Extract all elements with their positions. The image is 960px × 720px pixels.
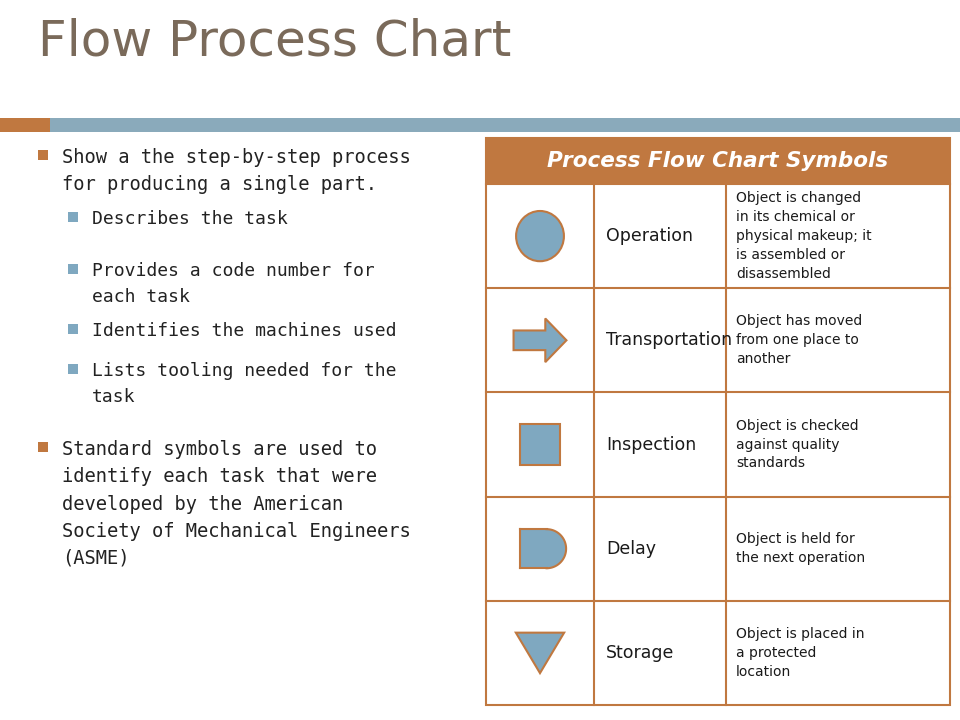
Bar <box>38 442 48 452</box>
Text: Process Flow Chart Symbols: Process Flow Chart Symbols <box>547 151 889 171</box>
Text: Transportation: Transportation <box>606 331 732 349</box>
Bar <box>38 150 48 160</box>
Ellipse shape <box>516 211 564 261</box>
Bar <box>519 424 561 464</box>
Bar <box>68 212 78 222</box>
Text: Object is held for
the next operation: Object is held for the next operation <box>736 532 865 565</box>
Text: Describes the task: Describes the task <box>92 210 288 228</box>
Text: Object is changed
in its chemical or
physical makeup; it
is assembled or
disasse: Object is changed in its chemical or phy… <box>736 192 872 281</box>
Bar <box>0 118 50 132</box>
Bar <box>486 184 950 705</box>
Text: Flow Process Chart: Flow Process Chart <box>38 18 512 66</box>
Bar <box>68 264 78 274</box>
Text: Operation: Operation <box>606 227 693 245</box>
Text: Lists tooling needed for the
task: Lists tooling needed for the task <box>92 362 396 405</box>
Text: Show a the step-by-step process
for producing a single part.: Show a the step-by-step process for prod… <box>62 148 411 194</box>
Text: Object has moved
from one place to
another: Object has moved from one place to anoth… <box>736 315 862 366</box>
Bar <box>486 138 950 184</box>
Polygon shape <box>514 318 566 362</box>
Text: Object is placed in
a protected
location: Object is placed in a protected location <box>736 627 865 679</box>
Text: Storage: Storage <box>606 644 674 662</box>
Wedge shape <box>546 529 566 568</box>
Text: Inspection: Inspection <box>606 436 696 454</box>
Bar <box>68 324 78 334</box>
Text: Provides a code number for
each task: Provides a code number for each task <box>92 262 374 306</box>
Text: Object is checked
against quality
standards: Object is checked against quality standa… <box>736 418 858 470</box>
Bar <box>520 529 546 568</box>
Polygon shape <box>516 633 564 673</box>
Text: Delay: Delay <box>606 540 656 558</box>
Text: Identifies the machines used: Identifies the machines used <box>92 322 396 340</box>
Bar <box>68 364 78 374</box>
Text: Standard symbols are used to
identify each task that were
developed by the Ameri: Standard symbols are used to identify ea… <box>62 440 411 568</box>
Bar <box>486 138 950 705</box>
Bar <box>0 118 960 132</box>
